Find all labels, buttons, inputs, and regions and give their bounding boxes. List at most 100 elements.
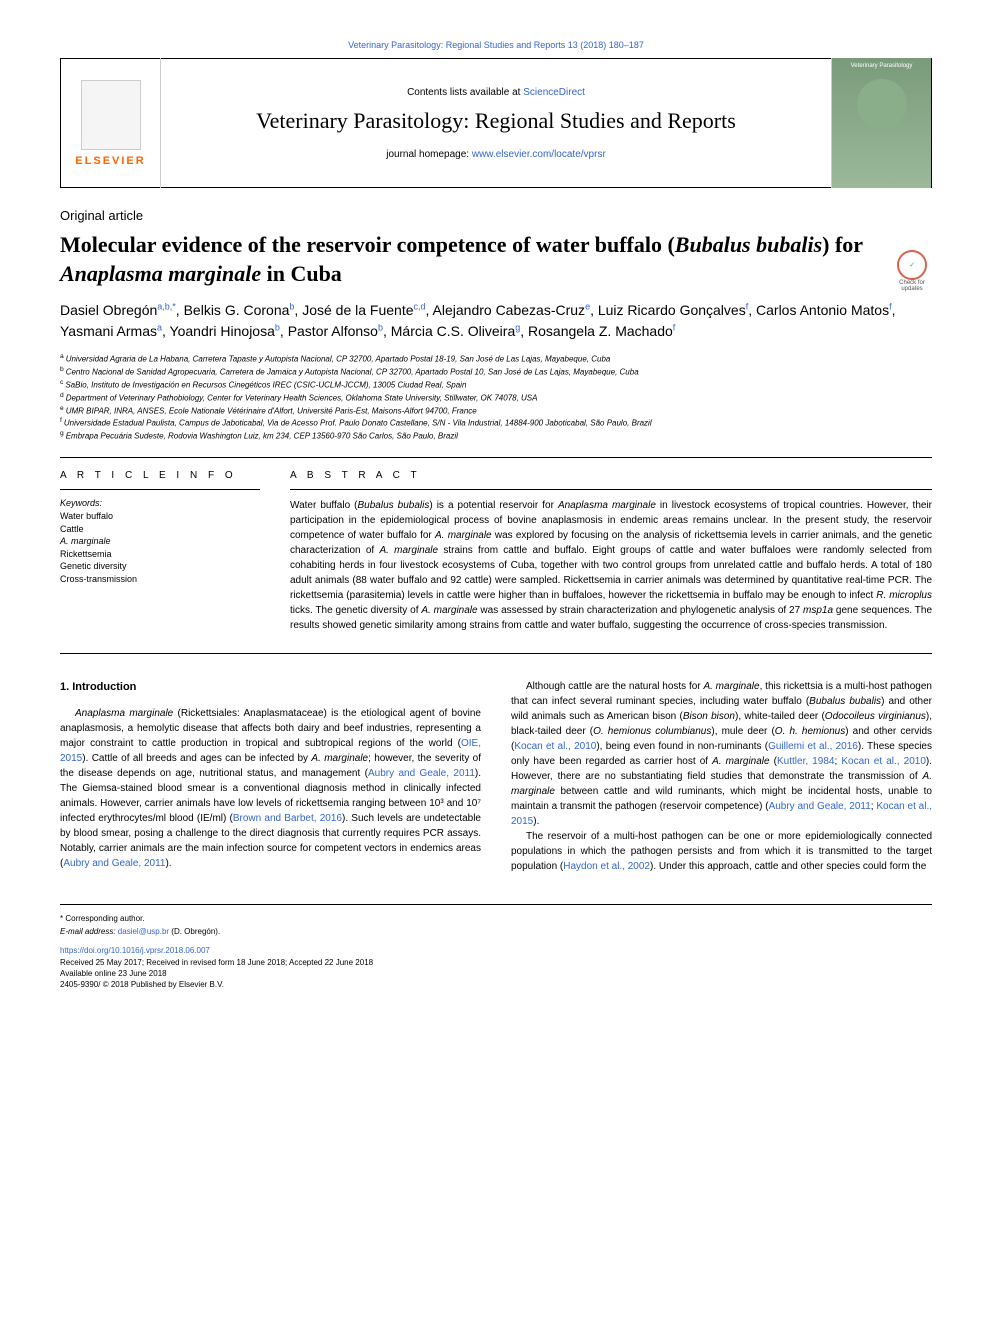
available-line: Available online 23 June 2018 xyxy=(60,968,932,979)
author: Carlos Antonio Matosf xyxy=(756,302,892,318)
email-label: E-mail address: xyxy=(60,927,118,936)
info-divider xyxy=(60,489,260,490)
title-italic-2: Anaplasma marginale xyxy=(60,261,261,286)
abstract-divider xyxy=(290,489,932,490)
keyword: Rickettsemia xyxy=(60,548,260,561)
citation-link[interactable]: Aubry and Geale, 2011 xyxy=(63,858,165,869)
header-center: Contents lists available at ScienceDirec… xyxy=(161,77,831,170)
divider xyxy=(60,457,932,458)
citation-link[interactable]: Haydon et al., 2002 xyxy=(563,861,650,872)
author: Rosangela Z. Machadof xyxy=(528,323,675,339)
body-para-2: Although cattle are the natural hosts fo… xyxy=(511,679,932,829)
authors-list: Dasiel Obregóna,b,*, Belkis G. Coronab, … xyxy=(60,300,932,342)
author-affil-link[interactable]: a xyxy=(157,323,162,333)
elsevier-tree-icon xyxy=(81,80,141,150)
homepage-line: journal homepage: www.elsevier.com/locat… xyxy=(171,149,821,160)
author-affil-link[interactable]: b xyxy=(275,323,280,333)
body-divider xyxy=(60,653,932,654)
section-heading: 1. Introduction xyxy=(60,679,481,696)
affiliations-list: aUniversidad Agraria de La Habana, Carre… xyxy=(60,352,932,442)
author-affil-link[interactable]: f xyxy=(746,302,749,312)
sciencedirect-link[interactable]: ScienceDirect xyxy=(523,87,585,98)
citation-link[interactable]: Kuttler, 1984 xyxy=(777,756,834,767)
keywords-label: Keywords: xyxy=(60,498,260,508)
cover-title: Veterinary Parasitology xyxy=(851,63,913,69)
email-line: E-mail address: dasiel@usp.br (D. Obregó… xyxy=(60,926,932,937)
author: Yasmani Armasa xyxy=(60,323,162,339)
author: Luiz Ricardo Gonçalvesf xyxy=(598,302,748,318)
author: Márcia C.S. Oliveirag xyxy=(391,323,520,339)
citation-link[interactable]: OIE, 2015 xyxy=(60,738,481,764)
title-italic-1: Bubalus bubalis xyxy=(675,232,822,257)
check-circle-icon: ✓ xyxy=(897,250,927,280)
abstract-text: Water buffalo (Bubalus bubalis) is a pot… xyxy=(290,498,932,633)
author: Pastor Alfonsob xyxy=(288,323,383,339)
affiliation: bCentro Nacional de Sanidad Agropecuaria… xyxy=(60,365,932,378)
citation-link[interactable]: Aubry and Geale, 2011 xyxy=(368,768,475,779)
copyright-line: 2405-9390/ © 2018 Published by Elsevier … xyxy=(60,979,932,990)
body-columns: 1. Introduction Anaplasma marginale (Ric… xyxy=(60,679,932,874)
citation-link[interactable]: Aubry and Geale, 2011 xyxy=(769,801,871,812)
email-link[interactable]: dasiel@usp.br xyxy=(118,927,169,936)
keyword: A. marginale xyxy=(60,535,260,548)
article-title: Molecular evidence of the reservoir comp… xyxy=(60,231,932,288)
author: Alejandro Cabezas-Cruze xyxy=(433,302,591,318)
footer: * Corresponding author. E-mail address: … xyxy=(60,904,932,990)
title-text-2: ) for xyxy=(822,232,863,257)
affiliation: gEmbrapa Pecuária Sudeste, Rodovia Washi… xyxy=(60,429,932,442)
contents-line: Contents lists available at ScienceDirec… xyxy=(171,87,821,98)
citation-link[interactable]: Kocan et al., 2010 xyxy=(841,756,926,767)
keywords-list: Water buffaloCattleA. marginaleRickettse… xyxy=(60,510,260,586)
author: Belkis G. Coronab xyxy=(184,302,295,318)
contents-prefix: Contents lists available at xyxy=(407,87,523,98)
homepage-link[interactable]: www.elsevier.com/locate/vprsr xyxy=(472,149,606,160)
author-affil-link[interactable]: f xyxy=(889,302,892,312)
citation-link[interactable]: Brown and Barbet, 2016 xyxy=(233,813,342,824)
title-text-3: in Cuba xyxy=(261,261,342,286)
received-line: Received 25 May 2017; Received in revise… xyxy=(60,957,932,968)
citation-link[interactable]: Guillemi et al., 2016 xyxy=(768,741,858,752)
corresponding-author: * Corresponding author. xyxy=(60,913,932,924)
cover-graphic xyxy=(857,79,907,129)
body-para-1: Anaplasma marginale (Rickettsiales: Anap… xyxy=(60,706,481,871)
affiliation: fUniversidade Estadual Paulista, Campus … xyxy=(60,416,932,429)
article-info: A R T I C L E I N F O Keywords: Water bu… xyxy=(60,470,260,633)
email-name: (D. Obregón). xyxy=(169,927,220,936)
keyword: Cross-transmission xyxy=(60,573,260,586)
homepage-prefix: journal homepage: xyxy=(386,149,472,160)
article-type: Original article xyxy=(60,208,932,223)
author: Yoandri Hinojosab xyxy=(170,323,280,339)
check-updates-badge[interactable]: ✓ Check for updates xyxy=(892,250,932,290)
keyword: Cattle xyxy=(60,523,260,536)
top-citation-link[interactable]: Veterinary Parasitology: Regional Studie… xyxy=(60,40,932,50)
affiliation: cSaBio, Instituto de Investigación en Re… xyxy=(60,378,932,391)
elsevier-logo[interactable]: ELSEVIER xyxy=(61,58,161,188)
author-affil-link[interactable]: b xyxy=(378,323,383,333)
author: Dasiel Obregóna,b,* xyxy=(60,302,176,318)
affiliation: aUniversidad Agraria de La Habana, Carre… xyxy=(60,352,932,365)
doi-link[interactable]: https://doi.org/10.1016/j.vprsr.2018.06.… xyxy=(60,946,210,955)
journal-cover[interactable]: Veterinary Parasitology xyxy=(831,58,931,188)
title-text-1: Molecular evidence of the reservoir comp… xyxy=(60,232,675,257)
author-affil-link[interactable]: g xyxy=(515,323,520,333)
author-affil-link[interactable]: a,b,* xyxy=(157,302,176,312)
info-abstract-row: A R T I C L E I N F O Keywords: Water bu… xyxy=(60,470,932,633)
journal-header: ELSEVIER Contents lists available at Sci… xyxy=(60,58,932,188)
keyword: Genetic diversity xyxy=(60,560,260,573)
author-affil-link[interactable]: c,d xyxy=(414,302,426,312)
affiliation: eUMR BIPAR, INRA, ANSES, Ecole Nationale… xyxy=(60,404,932,417)
affiliation: dDepartment of Veterinary Pathobiology, … xyxy=(60,391,932,404)
author-affil-link[interactable]: e xyxy=(585,302,590,312)
citation-link[interactable]: Kocan et al., 2010 xyxy=(514,741,596,752)
journal-title: Veterinary Parasitology: Regional Studie… xyxy=(171,108,821,134)
author-affil-link[interactable]: b xyxy=(289,302,294,312)
keyword: Water buffalo xyxy=(60,510,260,523)
article-info-heading: A R T I C L E I N F O xyxy=(60,470,260,481)
corresponding-text: Corresponding author. xyxy=(65,914,144,923)
abstract: A B S T R A C T Water buffalo (Bubalus b… xyxy=(290,470,932,633)
author-affil-link[interactable]: f xyxy=(673,323,676,333)
abstract-heading: A B S T R A C T xyxy=(290,470,932,481)
body-section: 1. Introduction Anaplasma marginale (Ric… xyxy=(60,679,932,874)
body-para-3: The reservoir of a multi-host pathogen c… xyxy=(511,829,932,874)
author: José de la Fuentec,d xyxy=(302,302,425,318)
